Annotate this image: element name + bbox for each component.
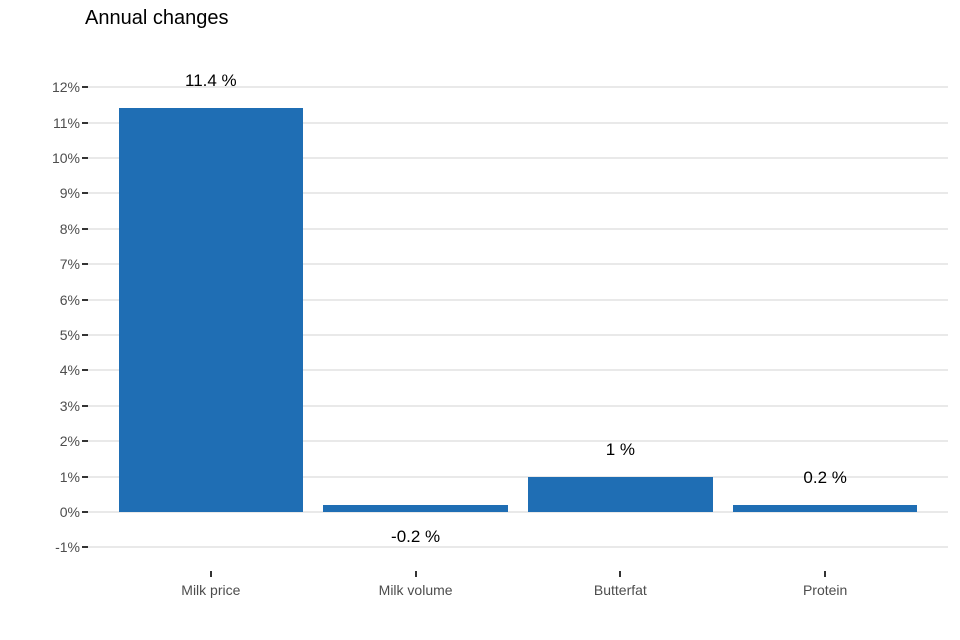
gridline — [88, 334, 948, 336]
chart-title: Annual changes — [85, 7, 229, 29]
y-axis-label: -1% — [55, 539, 80, 556]
x-axis-label: Milk price — [181, 582, 241, 598]
gridline — [88, 298, 948, 301]
gridline — [88, 121, 948, 124]
gridline — [88, 263, 948, 266]
y-axis-tick — [82, 440, 88, 443]
bar-value-label: 11.4 % — [185, 71, 237, 91]
gridline — [88, 511, 948, 513]
gridline — [88, 440, 948, 443]
bar-milk-volume — [323, 504, 508, 512]
x-axis-tick — [619, 571, 622, 577]
gridline — [88, 192, 948, 195]
y-axis-label: 0% — [59, 504, 80, 520]
x-axis-tick — [209, 571, 212, 577]
x-axis-tick — [414, 571, 417, 577]
y-axis-label: 10% — [51, 150, 80, 166]
bar-butterfat — [528, 476, 713, 512]
bar-value-label: 1 % — [605, 439, 636, 459]
y-axis-label: 9% — [59, 185, 80, 202]
y-axis-label: 3% — [59, 397, 80, 414]
bar-protein — [733, 504, 918, 512]
y-axis-tick — [82, 227, 88, 230]
y-axis-tick — [82, 157, 88, 159]
y-axis-label: 6% — [59, 291, 80, 308]
y-axis-tick — [82, 298, 88, 301]
gridline — [88, 86, 948, 89]
y-axis-tick — [82, 546, 88, 549]
gridline — [88, 475, 948, 478]
gridline — [88, 369, 948, 372]
y-axis-tick — [82, 511, 88, 513]
y-axis-label: 11% — [53, 114, 80, 131]
y-axis-tick — [82, 404, 88, 407]
bar-value-label: -0.2 % — [391, 527, 441, 546]
y-axis-tick — [82, 334, 88, 336]
y-axis-tick — [82, 475, 88, 478]
y-axis-tick — [82, 121, 88, 124]
bar-value-label: 0.2 % — [803, 467, 847, 487]
gridline — [88, 227, 948, 230]
y-axis-label: 7% — [59, 256, 80, 273]
y-axis-label: 2% — [59, 433, 80, 450]
x-axis-label: Protein — [802, 582, 848, 598]
y-axis-label: 4% — [59, 362, 80, 379]
y-axis-label: 8% — [59, 220, 80, 237]
x-axis-label: Butterfat — [593, 582, 647, 598]
y-axis-tick — [82, 263, 88, 266]
x-axis-tick — [824, 571, 827, 577]
y-axis-tick — [82, 369, 88, 372]
y-axis-label: 5% — [59, 327, 80, 343]
y-axis-tick — [82, 192, 88, 195]
x-axis-label: Milk volume — [378, 582, 453, 598]
bar-milk-price — [118, 108, 303, 512]
gridline — [88, 404, 948, 407]
y-axis-label: 12% — [51, 79, 80, 96]
gridline — [88, 546, 948, 549]
y-axis-label: 1% — [59, 468, 80, 485]
y-axis-tick — [82, 86, 88, 89]
gridline — [88, 157, 948, 159]
